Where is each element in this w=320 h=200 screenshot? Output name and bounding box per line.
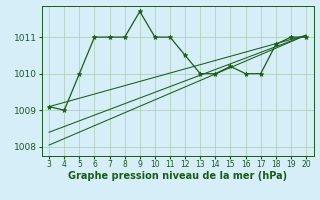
X-axis label: Graphe pression niveau de la mer (hPa): Graphe pression niveau de la mer (hPa): [68, 171, 287, 181]
